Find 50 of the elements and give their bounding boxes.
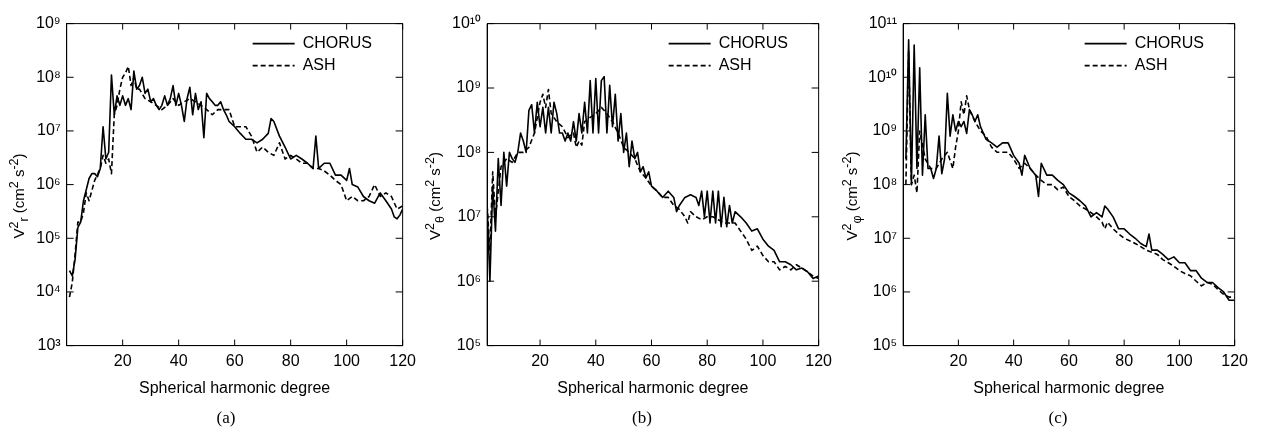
legend-label: CHORUS [1134, 34, 1204, 52]
y-tick-label: 10⁶ [36, 175, 61, 193]
x-axis-title: Spherical harmonic degree [557, 378, 749, 396]
x-tick-label: 60 [225, 351, 244, 369]
y-tick-label: 10⁷ [37, 121, 61, 139]
x-tick-label: 100 [1166, 351, 1193, 369]
y-tick-label: 10⁷ [457, 207, 482, 225]
x-tick-label: 80 [1115, 351, 1134, 369]
x-tick-label: 60 [642, 351, 661, 369]
x-tick-label: 120 [805, 351, 833, 369]
y-tick-label: 10⁶ [872, 282, 898, 300]
y-tick-label: 10⁷ [873, 228, 898, 246]
x-tick-label: 80 [698, 351, 717, 369]
x-tick-label: 120 [389, 351, 417, 369]
y-tick-label: 10⁸ [36, 67, 61, 85]
x-tick-label: 20 [949, 351, 968, 369]
x-tick-label: 40 [586, 351, 605, 369]
y-tick-label: 10⁸ [872, 175, 898, 193]
text: (c) [1048, 408, 1068, 427]
y-tick-label: 10¹⁰ [452, 14, 482, 32]
y-tick-label: 10⁵ [872, 336, 898, 354]
y-tick-label: 10⁹ [456, 78, 482, 96]
y-tick-label: 10⁴ [36, 282, 61, 300]
x-tick-label: 100 [749, 351, 777, 369]
x-tick-label: 100 [333, 351, 361, 369]
text: (b) [632, 408, 652, 427]
x-tick-label: 20 [113, 351, 132, 369]
legend-label: ASH [302, 56, 336, 74]
y-tick-label: 10⁹ [872, 121, 898, 139]
y-tick-label: 10¹⁰ [868, 67, 898, 85]
x-tick-label: 120 [1221, 351, 1249, 369]
x-axis-title: Spherical harmonic degree [973, 378, 1165, 396]
y-tick-label: 10⁶ [456, 271, 482, 289]
legend-label: CHORUS [718, 34, 788, 52]
y-tick-label: 10⁸ [456, 142, 482, 160]
y-tick-label: 10⁹ [36, 14, 61, 32]
legend-label: ASH [718, 56, 752, 74]
text: (a) [216, 408, 236, 427]
x-axis-title: Spherical harmonic degree [139, 378, 331, 396]
legend-label: CHORUS [302, 34, 372, 52]
x-tick-label: 40 [169, 351, 188, 369]
x-tick-label: 40 [1004, 351, 1023, 369]
x-tick-label: 60 [1059, 351, 1078, 369]
legend-label: ASH [1134, 56, 1168, 74]
x-tick-label: 80 [281, 351, 300, 369]
y-tick-label: 10⁵ [456, 336, 482, 354]
y-tick-label: 10¹¹ [868, 14, 898, 32]
x-tick-label: 20 [531, 351, 550, 369]
y-tick-label: 10⁵ [36, 228, 61, 246]
y-tick-label: 10³ [37, 336, 62, 354]
